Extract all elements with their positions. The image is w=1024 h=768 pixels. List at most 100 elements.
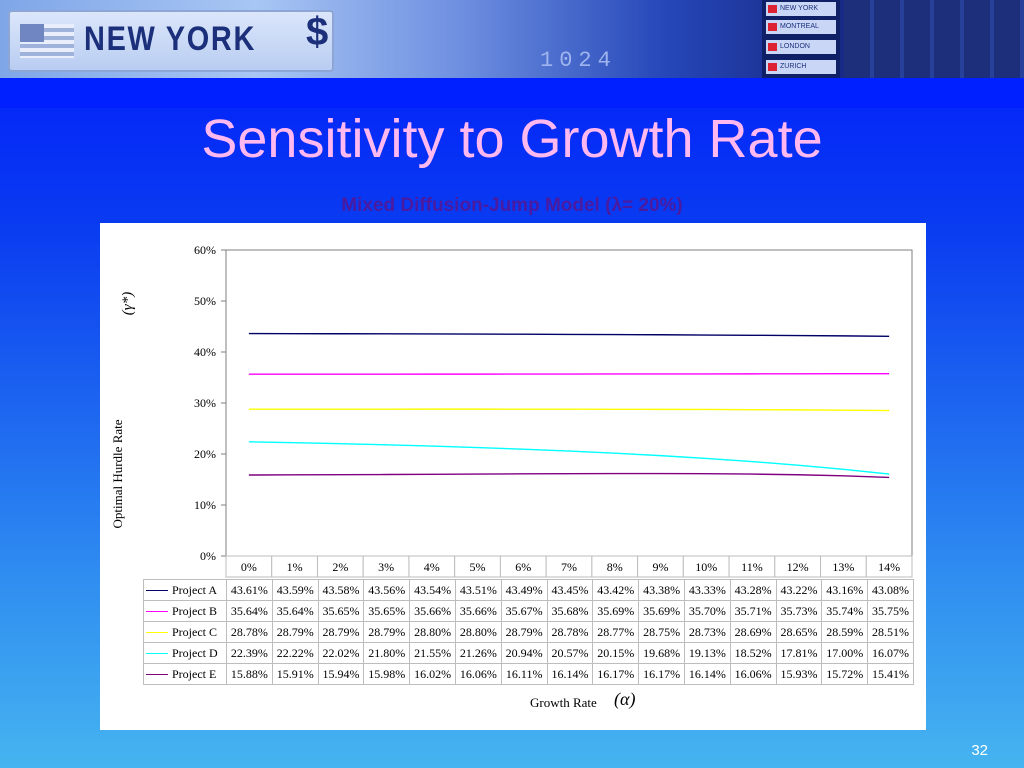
plot-area xyxy=(225,249,913,557)
table-row: Project D 22.39% 22.22% 22.02% 21.80% 21.55% 2… xyxy=(143,642,914,664)
data-label: 28.78% xyxy=(226,621,273,643)
x-tick-label: 0% xyxy=(241,560,257,574)
board-city: MONTREAL xyxy=(780,23,819,30)
data-label: 28.79% xyxy=(271,621,319,643)
board-city: ZURICH xyxy=(780,63,807,70)
dollar-sign-icon: $ xyxy=(306,10,329,54)
x-tick-label: 3% xyxy=(378,560,394,574)
x-tick-label: 2% xyxy=(332,560,348,574)
departure-board: NEW YORK MONTREAL LONDON ZURICH xyxy=(762,0,840,78)
data-label: 35.65% xyxy=(363,600,411,622)
x-tick-label: 7% xyxy=(561,560,577,574)
data-label: 15.88% xyxy=(226,663,273,685)
data-label: 19.68% xyxy=(638,642,685,664)
city-sign: NEW YORK $ xyxy=(8,10,334,72)
legend-label: Project E xyxy=(172,666,217,681)
banner-strip xyxy=(0,78,1024,108)
x-tick-label: 6% xyxy=(515,560,531,574)
series-line-project-a xyxy=(248,332,890,337)
data-label: 28.73% xyxy=(683,621,731,643)
x-tick-label: 14% xyxy=(878,560,900,574)
data-label: 35.66% xyxy=(409,600,456,622)
data-label: 28.79% xyxy=(500,621,548,643)
data-label: 22.39% xyxy=(226,642,273,664)
x-tick-label: 13% xyxy=(832,560,854,574)
data-label: 35.64% xyxy=(271,600,319,622)
data-label: 20.57% xyxy=(546,642,594,664)
data-label: 43.56% xyxy=(363,579,411,601)
data-label: 21.55% xyxy=(409,642,456,664)
data-label: 28.78% xyxy=(546,621,594,643)
data-label: 15.72% xyxy=(821,663,869,685)
x-axis-title: Growth Rate xyxy=(530,695,597,710)
data-label: 28.69% xyxy=(729,621,777,643)
x-tick-label: 10% xyxy=(695,560,717,574)
data-label: 43.16% xyxy=(821,579,869,601)
legend-label: Project A xyxy=(172,582,217,597)
data-label: 43.22% xyxy=(775,579,823,601)
line-chart: 0% 10% 20% 30% 40% 50% 60% 0% 1% 2% 3% 4% 5% 6% 7% 8% 9%… xyxy=(194,243,913,578)
table-row: Project B 35.64% 35.64% 35.65% 35.65% 35.66% 3… xyxy=(143,600,914,622)
series-line-project-b xyxy=(248,372,890,375)
data-label: 28.80% xyxy=(409,621,456,643)
data-label: 28.59% xyxy=(821,621,869,643)
data-table: Project A 43.61% 43.59% 43.58% 43.56% 43.54% 4… xyxy=(143,579,914,685)
x-tick-label: 4% xyxy=(424,560,440,574)
board-city: NEW YORK xyxy=(780,5,818,12)
data-label: 16.14% xyxy=(546,663,594,685)
legend-entry: Project D xyxy=(143,642,227,664)
y-tick-label: 50% xyxy=(194,294,216,308)
data-label: 20.94% xyxy=(500,642,548,664)
data-label: 21.80% xyxy=(363,642,411,664)
data-label: 35.73% xyxy=(775,600,823,622)
data-label: 35.65% xyxy=(317,600,365,622)
series-line-project-c xyxy=(248,408,890,412)
data-label: 20.15% xyxy=(592,642,640,664)
data-label: 16.06% xyxy=(454,663,502,685)
x-tick-label: 12% xyxy=(787,560,809,574)
data-label: 16.06% xyxy=(729,663,777,685)
data-label: 43.42% xyxy=(592,579,640,601)
y-axis-title-text: Optimal Hurdle Rate xyxy=(110,419,125,529)
data-label: 28.79% xyxy=(317,621,365,643)
data-label: 43.33% xyxy=(683,579,731,601)
x-tick-label: 5% xyxy=(470,560,486,574)
data-label: 43.51% xyxy=(454,579,502,601)
series-line-project-d xyxy=(248,441,890,475)
data-label: 35.71% xyxy=(729,600,777,622)
data-label: 43.28% xyxy=(729,579,777,601)
x-tick-label: 9% xyxy=(652,560,668,574)
board-row: ZURICH xyxy=(766,60,836,74)
data-label: 35.69% xyxy=(638,600,685,622)
data-label: 18.52% xyxy=(729,642,777,664)
data-label: 16.02% xyxy=(409,663,456,685)
x-axis-symbol: (α) xyxy=(614,689,636,709)
legend-label: Project B xyxy=(172,603,217,618)
y-axis-symbol: (γ*) xyxy=(120,291,137,316)
y-tick-label: 40% xyxy=(194,345,216,359)
data-label: 43.38% xyxy=(638,579,685,601)
series-line-project-e xyxy=(248,472,890,479)
data-label: 22.22% xyxy=(271,642,319,664)
chart-panel: 0% 10% 20% 30% 40% 50% 60% 0% 1% 2% 3% 4% 5% 6% 7% 8% 9%… xyxy=(100,223,926,730)
data-label: 43.59% xyxy=(271,579,319,601)
legend-label: Project C xyxy=(172,624,217,639)
x-tick-cell xyxy=(865,555,913,578)
data-label: 35.66% xyxy=(454,600,502,622)
data-label: 15.41% xyxy=(867,663,914,685)
y-tick-label: 60% xyxy=(194,243,216,257)
data-label: 16.17% xyxy=(638,663,685,685)
data-label: 16.17% xyxy=(592,663,640,685)
legend-entry: Project B xyxy=(143,600,227,622)
x-tick-label: 11% xyxy=(741,560,763,574)
data-label: 35.70% xyxy=(683,600,731,622)
board-row: MONTREAL xyxy=(766,20,836,34)
legend-entry: Project E xyxy=(143,663,227,685)
data-label: 28.77% xyxy=(592,621,640,643)
data-label: 15.93% xyxy=(775,663,823,685)
data-label: 15.91% xyxy=(271,663,319,685)
x-tick-label: 8% xyxy=(607,560,623,574)
data-label: 43.45% xyxy=(546,579,594,601)
ticker-digits: 1024 xyxy=(540,48,617,73)
data-label: 16.07% xyxy=(867,642,914,664)
